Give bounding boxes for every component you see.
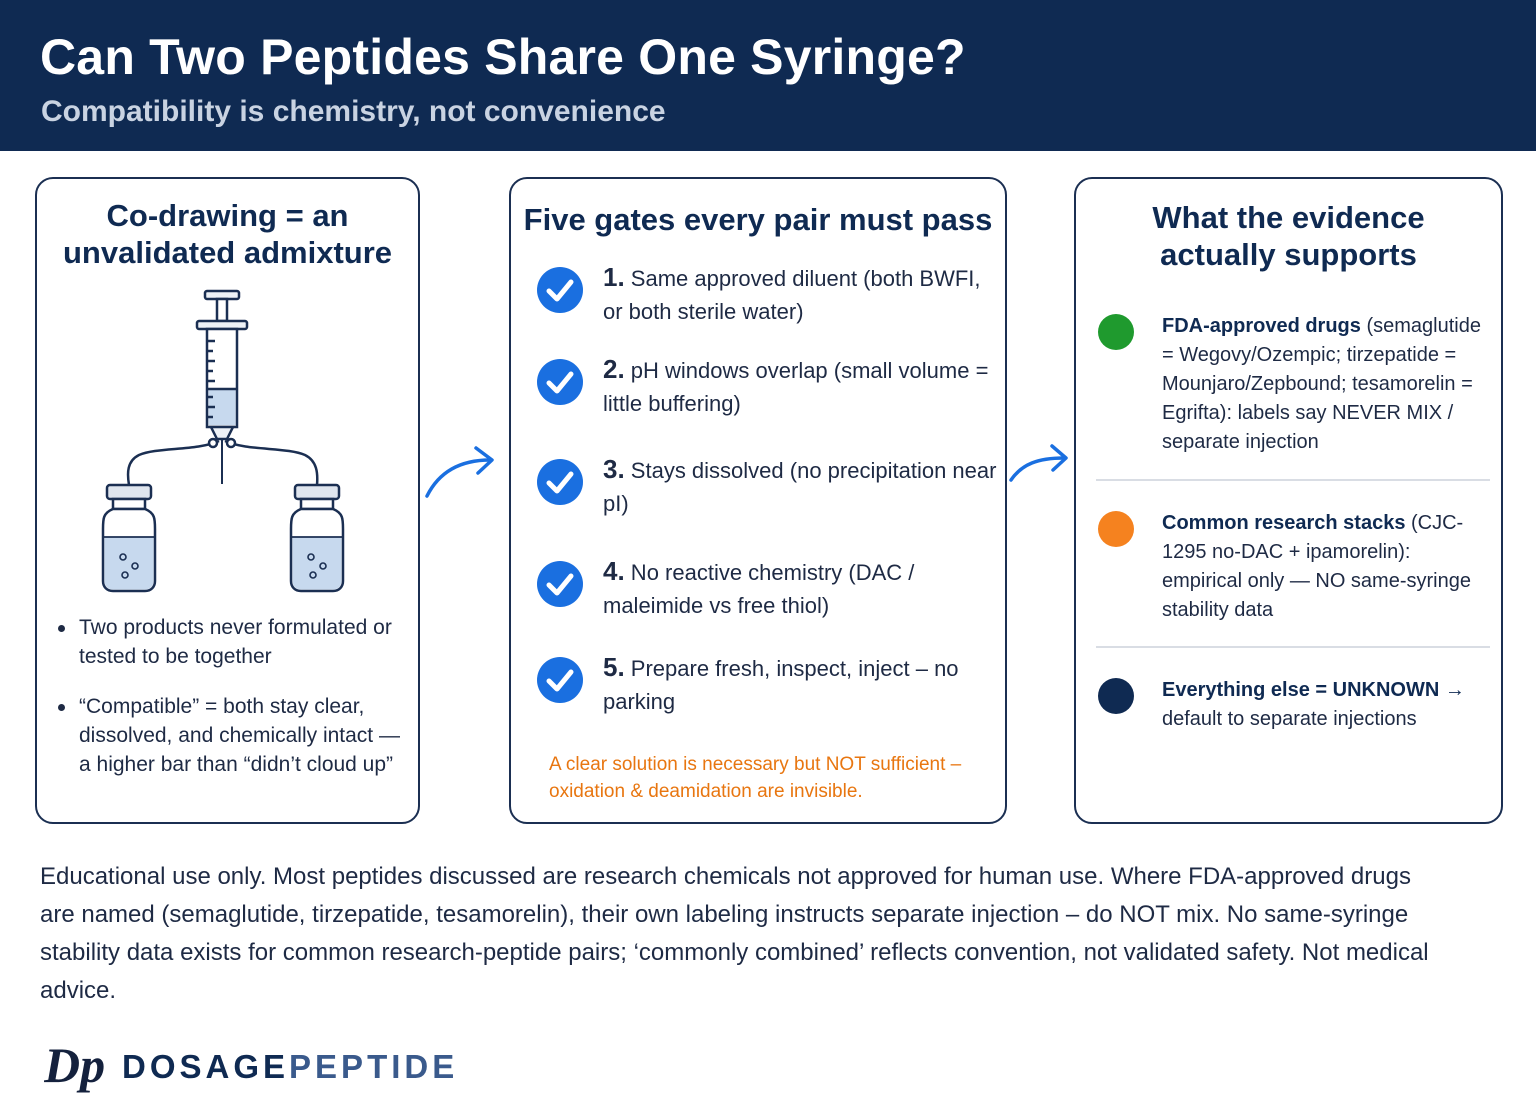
evidence-panel-title: What the evidence actually supports <box>1152 200 1425 273</box>
syringe-vials-illustration <box>101 289 345 593</box>
admixture-panel: Co-drawing = an unvalidated admixture <box>35 177 420 824</box>
checkmark-icon <box>537 267 583 313</box>
vial-left-icon <box>101 483 157 593</box>
transfer-tubing-icon <box>126 437 319 486</box>
page-title: Can Two Peptides Share One Syringe? <box>40 29 966 85</box>
header-banner: Can Two Peptides Share One Syringe? Comp… <box>0 0 1536 151</box>
vial-right-icon <box>289 483 345 593</box>
admixture-panel-title: Co-drawing = an unvalidated admixture <box>62 198 393 271</box>
flow-arrow-icon <box>1009 444 1068 482</box>
gate-text: 1. Same approved diluent (both BWFI, or … <box>603 262 981 324</box>
checkmark-icon <box>537 561 583 607</box>
status-dot-green <box>1098 314 1134 350</box>
flow-arrow-icon <box>425 446 494 498</box>
gate-text: 5. Prepare fresh, inspect, inject – no p… <box>603 652 959 714</box>
gate-text: 2. pH windows overlap (small volume = li… <box>603 354 989 416</box>
gate-text: 3. Stays dissolved (no precipitation nea… <box>603 454 997 516</box>
evidence-text: Everything else = UNKNOWN → default to s… <box>1162 679 1465 730</box>
divider <box>1096 646 1490 648</box>
dp-logo-mark: Dp <box>44 1038 105 1093</box>
admixture-bullet: Two products never formulated or tested … <box>55 613 405 671</box>
disclaimer-text: Educational use only. Most peptides disc… <box>40 863 1429 1004</box>
status-dot-navy <box>1098 678 1134 714</box>
divider <box>1096 479 1490 481</box>
evidence-text: Common research stacks (CJC-1295 no-DAC … <box>1162 512 1471 621</box>
svg-text:Dp: Dp <box>44 1038 105 1093</box>
checkmark-icon <box>537 657 583 703</box>
evidence-panel: What the evidence actually supports FDA-… <box>1074 177 1503 824</box>
admixture-bullet: “Compatible” = both stay clear, dissolve… <box>55 692 405 779</box>
syringe-icon <box>195 289 249 484</box>
checkmark-icon <box>537 459 583 505</box>
evidence-text: FDA-approved drugs (semaglutide = Wegovy… <box>1162 315 1481 453</box>
page-subtitle: Compatibility is chemistry, not convenie… <box>41 95 666 128</box>
gates-panel: Five gates every pair must pass 1. Same … <box>509 177 1007 824</box>
gate-text: 4. No reactive chemistry (DAC / maleimid… <box>603 556 915 618</box>
invisible-degradation-warning: A clear solution is necessary but NOT su… <box>549 754 962 802</box>
status-dot-orange <box>1098 511 1134 547</box>
gates-panel-title: Five gates every pair must pass <box>523 202 993 237</box>
admixture-bullet-list: Two products never formulated or tested … <box>55 613 405 800</box>
checkmark-icon <box>537 359 583 405</box>
brand-wordmark: DOSAGEPEPTIDE <box>122 1048 459 1085</box>
